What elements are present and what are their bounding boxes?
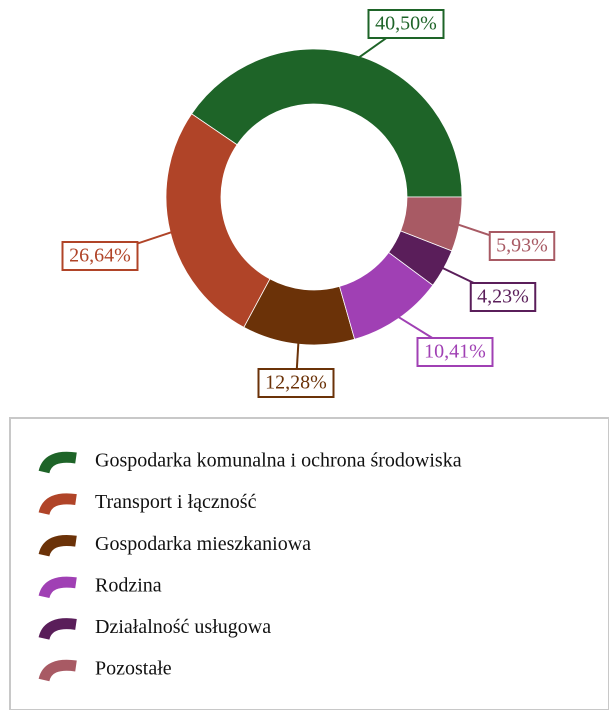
legend-swatch: [38, 451, 77, 474]
label-box: [416, 337, 494, 367]
donut-segment: [400, 196, 463, 252]
label-box: [257, 368, 335, 398]
legend-swatch: [38, 618, 77, 641]
label-box: [61, 241, 139, 271]
legend-swatch: [38, 576, 77, 599]
data-label: 12,28%: [265, 372, 327, 394]
data-label: 40,50%: [375, 13, 437, 35]
data-label: 26,64%: [69, 245, 131, 267]
label-box: [488, 231, 556, 261]
label-box: [367, 9, 445, 39]
legend-label: Rodzina: [95, 574, 162, 596]
legend-label: Gospodarka mieszkaniowa: [95, 533, 311, 555]
label-box: [469, 282, 537, 312]
legend-swatch: [38, 659, 77, 682]
legend-label: Pozostałe: [95, 658, 172, 680]
legend-label: Działalność usługowa: [95, 616, 271, 638]
legend-swatch: [38, 493, 77, 516]
data-label: 5,93%: [496, 235, 548, 257]
data-label: 10,41%: [424, 341, 486, 363]
donut-segment: [191, 48, 463, 198]
legend-swatch: [38, 535, 77, 557]
legend-label: Transport i łączność: [95, 491, 257, 513]
legend-label: Gospodarka komunalna i ochrona środowisk…: [95, 450, 462, 472]
legend-box: [9, 417, 609, 710]
donut-segment: [165, 113, 271, 328]
data-label: 4,23%: [477, 286, 529, 308]
